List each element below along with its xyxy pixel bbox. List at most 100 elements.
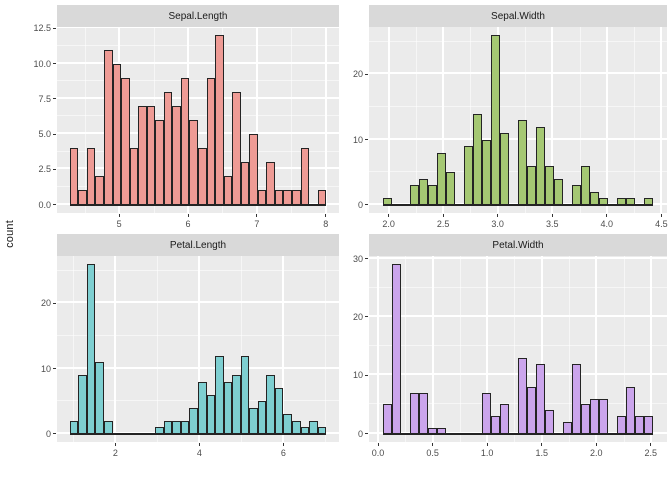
gridline-major-y xyxy=(57,366,339,369)
gridline-minor-x xyxy=(623,256,625,442)
histogram-bar xyxy=(445,172,455,205)
y-tick-label: 10 xyxy=(352,134,363,145)
histogram-bar xyxy=(155,427,164,434)
gridline-minor-x xyxy=(415,27,417,213)
x-tick-label: 4 xyxy=(196,448,202,458)
histogram-bar xyxy=(581,165,591,205)
facet-title: Sepal.Width xyxy=(491,10,545,22)
gridline-major-x xyxy=(114,256,117,442)
histogram-baseline xyxy=(382,432,654,435)
gridline-minor-x xyxy=(241,256,243,442)
gridline-minor-x xyxy=(634,27,636,213)
gridline-major-x xyxy=(595,256,598,442)
histogram-bar xyxy=(138,105,147,205)
histogram-bar xyxy=(536,126,546,205)
tick-mark xyxy=(541,443,543,446)
histogram-bar xyxy=(382,404,392,434)
tick-mark xyxy=(187,214,189,217)
tick-mark xyxy=(256,214,258,217)
gridline-minor-x xyxy=(470,27,472,213)
histogram-bar xyxy=(463,146,473,205)
tick-mark xyxy=(53,302,56,304)
histogram-bar xyxy=(257,190,267,205)
x-tick-label: 7 xyxy=(254,219,260,229)
gridline-major-x xyxy=(442,27,445,213)
tick-mark xyxy=(650,443,652,446)
histogram-bar xyxy=(490,416,500,434)
histogram-bar xyxy=(129,148,139,205)
gridline-minor-y xyxy=(369,345,667,347)
histogram-bar xyxy=(300,427,310,434)
tick-mark xyxy=(377,443,379,446)
x-tick-label: 1.0 xyxy=(480,448,494,458)
histogram-bar xyxy=(266,162,275,205)
tick-mark xyxy=(53,168,56,170)
x-tick-label: 0.5 xyxy=(426,448,439,458)
histogram-bar xyxy=(490,35,500,205)
histogram-bar xyxy=(481,392,491,434)
histogram-bar xyxy=(309,420,318,434)
x-tick-label: 4.5 xyxy=(655,219,668,229)
x-tick-label: 2.0 xyxy=(589,448,603,458)
y-tick-label: 20 xyxy=(352,69,363,80)
histogram-bar xyxy=(249,134,258,205)
histogram-bar xyxy=(518,120,528,205)
histogram-bar xyxy=(69,148,79,205)
gridline-major-x xyxy=(431,256,434,442)
x-tick-label: 5 xyxy=(116,219,122,229)
tick-mark xyxy=(53,27,56,29)
gridline-major-x xyxy=(377,256,380,442)
x-tick-label: 1.5 xyxy=(535,448,548,458)
x-tick-label: 2.0 xyxy=(382,219,395,229)
gridline-minor-x xyxy=(84,27,86,213)
tick-mark xyxy=(53,204,56,206)
histogram-bar xyxy=(590,191,600,205)
tick-mark xyxy=(53,368,56,369)
histogram-bar xyxy=(536,363,546,434)
tick-mark xyxy=(365,258,368,260)
histogram-bar xyxy=(427,185,437,205)
histogram-bar xyxy=(300,148,310,205)
gridline-major-y xyxy=(57,61,339,64)
gridline-major-x xyxy=(255,27,258,213)
y-tick-label: 2.5 xyxy=(38,164,51,175)
facet-title: Sepal.Length xyxy=(168,10,228,22)
histogram-bar xyxy=(317,190,327,205)
histogram-bar xyxy=(418,178,428,205)
histogram-bar xyxy=(391,264,401,434)
histogram-bar xyxy=(617,416,627,434)
histogram-bar xyxy=(172,105,181,205)
tick-mark xyxy=(606,214,608,217)
histogram-baseline xyxy=(382,203,654,206)
histogram-bar xyxy=(590,398,600,434)
histogram-bar xyxy=(206,77,216,205)
gridline-major-x xyxy=(486,256,489,442)
gridline-minor-y xyxy=(57,45,339,47)
histogram-bar xyxy=(472,113,482,205)
y-tick-label: 0 xyxy=(357,428,363,439)
histogram-bar xyxy=(409,392,419,434)
histogram-bar xyxy=(436,152,446,205)
histogram-bar xyxy=(599,198,609,205)
x-tick-label: 3.0 xyxy=(491,219,504,229)
tick-mark xyxy=(325,214,327,217)
histogram-bar xyxy=(481,139,491,205)
tick-mark xyxy=(365,73,368,75)
histogram-bar xyxy=(527,386,537,434)
histogram-bar xyxy=(198,148,207,205)
histogram-bar xyxy=(563,421,573,434)
gridline-major-y xyxy=(57,132,339,135)
facet-strip: Petal.Length xyxy=(57,234,339,256)
facet-strip: Sepal.Length xyxy=(57,5,339,27)
histogram-bar xyxy=(155,120,164,205)
x-tick-label: 8 xyxy=(323,219,329,229)
gridline-minor-y xyxy=(57,335,339,336)
gridline-minor-x xyxy=(524,27,526,213)
histogram-bar xyxy=(249,407,258,434)
tick-mark xyxy=(198,443,200,446)
gridline-major-x xyxy=(605,27,608,213)
histogram-bar xyxy=(189,407,198,434)
histogram-bar xyxy=(644,198,654,205)
histogram-bar xyxy=(172,420,181,434)
histogram-bar xyxy=(283,190,292,205)
